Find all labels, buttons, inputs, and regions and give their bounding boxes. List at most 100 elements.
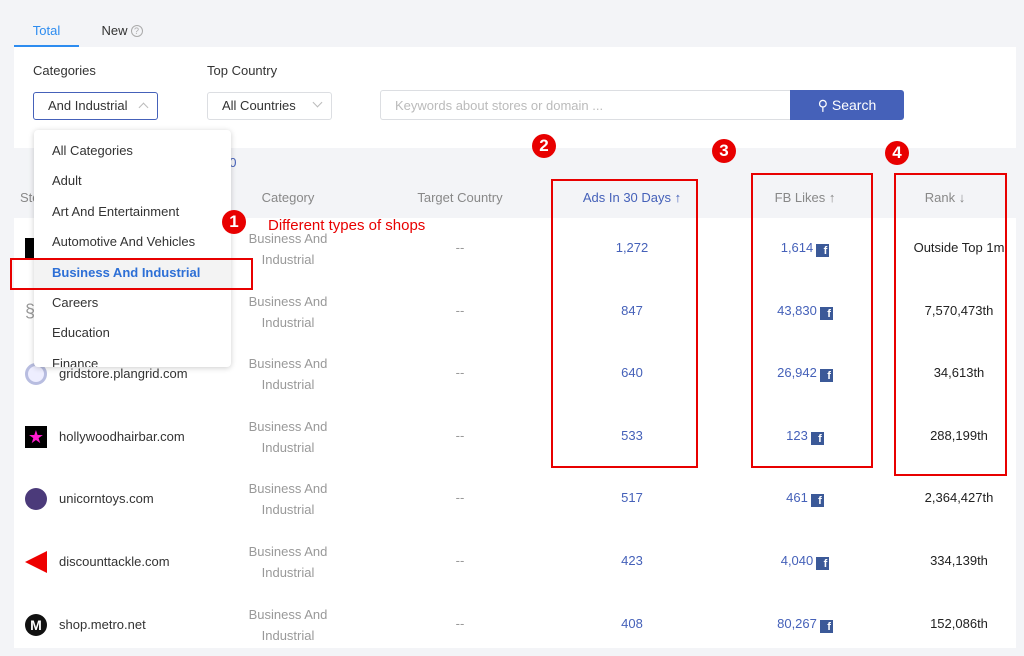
search-button[interactable]: ⚲ Search [790, 90, 904, 120]
rank-cell: 2,364,427th [924, 490, 994, 506]
target-country-cell: -- [455, 553, 465, 568]
annotation-box-3 [751, 173, 873, 468]
top-country-label: Top Country [207, 63, 278, 78]
rank-cell: Outside Top 1m [913, 240, 1005, 255]
rank-cell: 334,139th [930, 553, 988, 568]
table-row[interactable]: ★ hollywoodhairbar.com Business And Indu… [14, 406, 1016, 468]
rank-cell: 7,570,473th [924, 302, 994, 318]
ads-cell: 640 [621, 365, 643, 381]
target-country-cell: -- [455, 615, 465, 631]
table-row[interactable]: unicorntoys.com Business And Industrial … [14, 468, 1016, 530]
store-name[interactable]: shop.metro.net [59, 616, 146, 632]
dropdown-item[interactable]: Education [52, 325, 110, 341]
facebook-icon[interactable]: f [816, 244, 830, 257]
facebook-icon[interactable]: f [810, 494, 824, 508]
rank-cell: 152,086th [930, 615, 988, 631]
fb-likes-value: 80,267 [777, 615, 817, 631]
target-country-cell: -- [455, 302, 465, 318]
header-ads-30-days[interactable]: Ads In 30 Days ↑ [582, 190, 682, 205]
category-cell: Business And Industrial [248, 293, 328, 330]
header-fb-likes[interactable]: FB Likes ↑ [774, 190, 836, 205]
facebook-icon[interactable]: f [816, 557, 830, 570]
fb-likes-value: 461 [786, 490, 808, 506]
dropdown-item[interactable]: Adult [52, 173, 82, 189]
ads-cell: 517 [621, 490, 643, 506]
annotation-box-2 [551, 179, 698, 468]
facebook-icon[interactable]: f [819, 619, 833, 633]
table-row[interactable]: Business And Industrial -- 1,272 1,614 f … [14, 218, 1016, 280]
annotation-badge-3: 3 [712, 139, 736, 163]
fb-likes-value: 26,942 [777, 365, 817, 381]
dropdown-item[interactable]: Business And Industrial [34, 257, 231, 288]
tab-new-label: New [101, 23, 128, 38]
fb-likes-value: 4,040 [780, 553, 814, 568]
categories-label: Categories [33, 63, 96, 78]
facebook-icon[interactable]: f [819, 306, 833, 320]
store-name[interactable]: hollywoodhairbar.com [59, 428, 185, 444]
store-name[interactable]: discounttackle.com [59, 554, 170, 569]
ads-cell: 1,272 [615, 240, 649, 255]
ads-cell: 423 [621, 553, 643, 568]
target-country-cell: -- [455, 490, 465, 506]
store-logo: M [25, 613, 47, 636]
question-circle-icon[interactable]: ? [130, 25, 143, 37]
categories-value: And Industrial [48, 98, 128, 113]
target-country-cell: -- [455, 365, 465, 381]
search-button-label: Search [831, 97, 877, 113]
categories-dropdown: All Categories Adult Art And Entertainment… [34, 130, 231, 367]
category-cell: Business And Industrial [248, 356, 328, 393]
fb-likes-cell: 26,942 f [745, 365, 865, 383]
table-row[interactable]: M shop.metro.net Business And Industrial… [14, 594, 1016, 656]
annotation-badge-1: 1 [222, 210, 246, 234]
ads-cell: 533 [621, 427, 643, 443]
ads-cell: 847 [621, 302, 643, 318]
fb-likes-cell: 4,040 f [745, 553, 865, 570]
store-logo [25, 238, 47, 260]
header-category: Category [261, 190, 315, 205]
fb-likes-value: 43,830 [777, 302, 817, 318]
dropdown-item[interactable]: All Categories [52, 143, 133, 158]
rank-cell: 288,199th [930, 427, 988, 443]
store-logo [25, 551, 47, 573]
category-cell: Business And Industrial [248, 231, 328, 267]
category-cell: Business And Industrial [248, 418, 328, 455]
search-icon: ⚲ [817, 97, 828, 113]
tab-new[interactable]: New? [92, 15, 152, 47]
search-input[interactable] [380, 90, 791, 120]
target-country-cell: -- [455, 240, 465, 255]
tab-total[interactable]: Total [14, 15, 79, 47]
category-cell: Business And Industrial [248, 606, 328, 643]
categories-select[interactable]: And Industrial [33, 92, 158, 120]
dropdown-item[interactable]: Automotive And Vehicles [52, 234, 196, 250]
fb-likes-value: 1,614 [780, 240, 814, 255]
header-rank[interactable]: Rank ↓ [924, 190, 966, 205]
store-name[interactable]: unicorntoys.com [59, 491, 154, 507]
annotation-box-1 [10, 258, 253, 290]
rank-cell: 34,613th [933, 365, 985, 381]
dropdown-item[interactable]: Finance [52, 355, 99, 367]
country-select[interactable]: All Countries [207, 92, 332, 120]
store-name[interactable]: gridstore.plangrid.com [59, 366, 188, 382]
ads-cell: 408 [621, 615, 643, 631]
category-cell: Business And Industrial [248, 544, 328, 580]
store-logo: ★ [25, 425, 47, 448]
facebook-icon[interactable]: f [819, 369, 833, 383]
table-row[interactable]: § Business And Industrial -- 847 43,830 f… [14, 281, 1016, 343]
target-country-cell: -- [455, 427, 465, 443]
table-row[interactable]: gridstore.plangrid.com Business And Indu… [14, 343, 1016, 405]
facebook-icon[interactable]: f [810, 431, 824, 445]
chevron-up-icon [138, 102, 149, 113]
annotation-box-4 [894, 173, 1007, 476]
category-cell: Business And Industrial [248, 481, 328, 518]
fb-likes-cell: 1,614 f [745, 240, 865, 257]
table-row[interactable]: discounttackle.com Business And Industri… [14, 531, 1016, 593]
fb-likes-cell: 123 f [745, 428, 865, 445]
chevron-down-icon [312, 97, 323, 108]
fb-likes-cell: 461 f [745, 490, 865, 508]
fb-likes-value: 123 [786, 427, 808, 443]
dropdown-item[interactable]: Art And Entertainment [52, 203, 180, 219]
dropdown-item[interactable]: Careers [52, 295, 99, 310]
store-logo [25, 488, 47, 511]
annotation-badge-2: 2 [532, 134, 556, 158]
store-logo: § [25, 300, 36, 321]
